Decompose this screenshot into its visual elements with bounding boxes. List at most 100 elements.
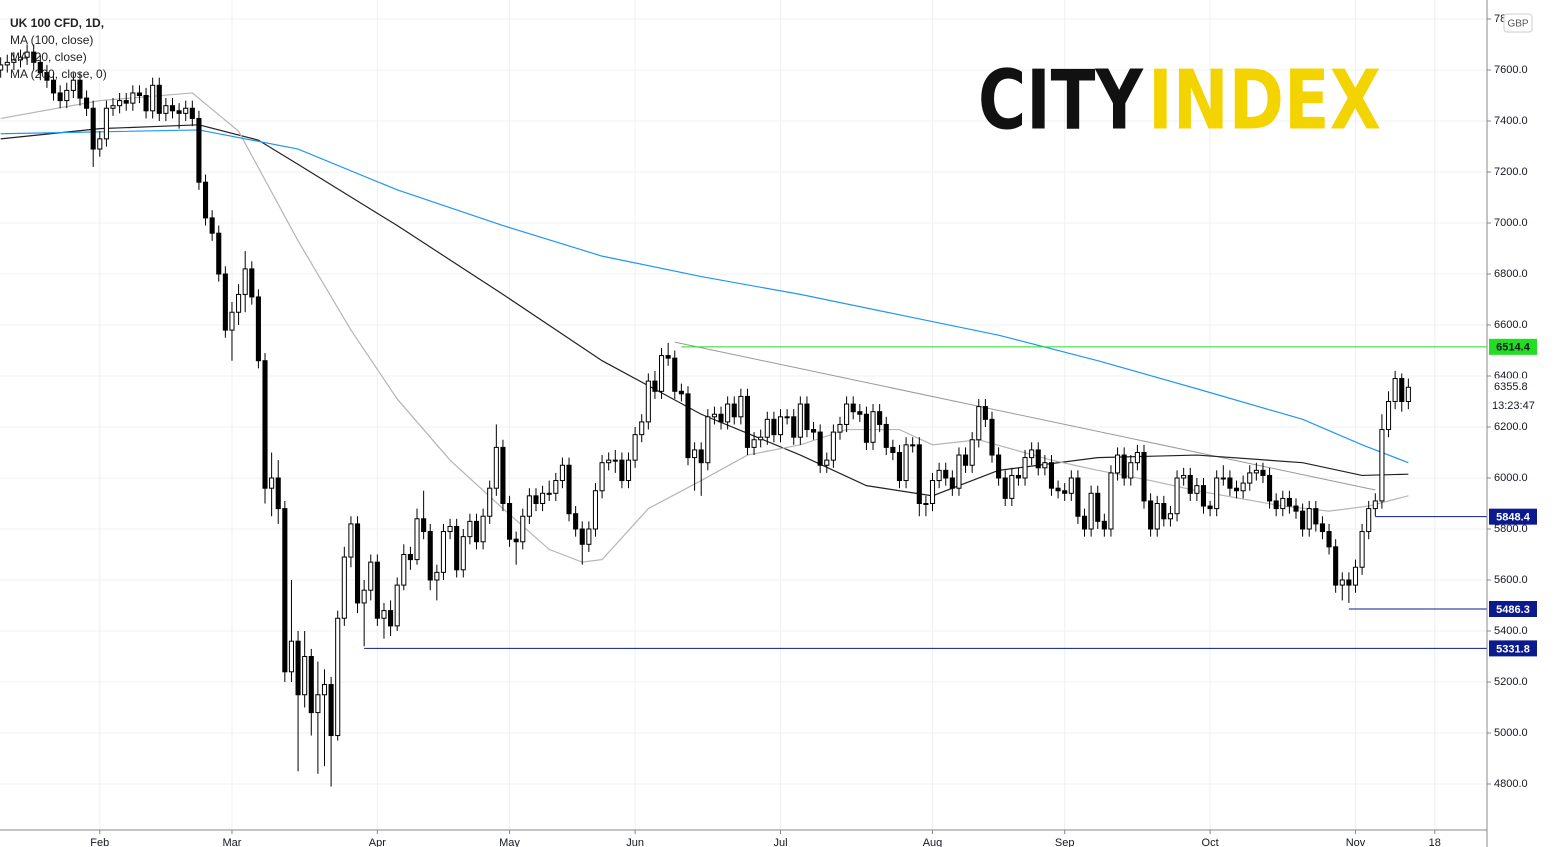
x-tick-label: May: [499, 837, 520, 847]
candle-body: [546, 492, 552, 495]
candle-body: [1134, 451, 1140, 464]
level-label-bg: [1489, 600, 1537, 617]
candle-body: [467, 520, 473, 538]
candle-body: [903, 444, 909, 482]
candle-body: [156, 84, 162, 114]
trendline: [674, 341, 1376, 491]
candle-body: [57, 92, 63, 102]
x-tick-label: Aug: [923, 837, 943, 847]
candle-body: [1366, 508, 1372, 533]
candle-body: [11, 59, 17, 63]
y-tick-label: 7400.0: [1494, 115, 1528, 127]
candle-body: [407, 553, 413, 561]
candle-body: [169, 105, 176, 112]
candle-body: [936, 469, 942, 482]
level-label: 5848.4: [1496, 512, 1531, 524]
candle-body: [4, 61, 10, 66]
candle-body: [1220, 477, 1226, 480]
candle-body: [1253, 469, 1259, 474]
candle-body: [473, 520, 480, 543]
candle-body: [401, 553, 407, 586]
x-tick-label: Sep: [1055, 837, 1075, 847]
candle-body: [50, 79, 57, 94]
candle-body: [718, 413, 724, 423]
candle-body: [24, 51, 30, 58]
candle-body: [857, 411, 863, 415]
candle-body: [1022, 457, 1028, 479]
candle-body: [685, 393, 691, 459]
countdown: 13:23:47: [1492, 400, 1535, 412]
y-tick-label: 5400.0: [1494, 625, 1528, 637]
candle-body: [982, 406, 988, 420]
candle-body: [37, 61, 43, 74]
y-tick-label: 5000.0: [1494, 727, 1528, 739]
candle-body: [421, 518, 427, 533]
candle-body: [454, 525, 460, 571]
y-tick-label: 6200.0: [1494, 421, 1528, 433]
candle-body: [500, 446, 506, 504]
candle-body: [725, 403, 731, 423]
candle-body: [269, 477, 275, 489]
candle-body: [1306, 508, 1312, 530]
candle-body: [989, 418, 995, 456]
candle-body: [64, 89, 70, 102]
currency: GBP: [1507, 19, 1528, 30]
candle-body: [1372, 500, 1378, 510]
candle-body: [1161, 502, 1167, 520]
candle-body: [916, 444, 922, 504]
candle-body: [1015, 474, 1021, 479]
candle-body: [863, 413, 869, 443]
candle-body: [1141, 451, 1147, 502]
candle-body: [1200, 485, 1207, 507]
currency-bg: [1503, 13, 1533, 33]
candle-body: [315, 694, 321, 714]
y-tick-label: 5600.0: [1494, 574, 1528, 586]
candle-body: [150, 84, 156, 112]
candle-body: [1214, 477, 1220, 510]
candle-body: [1095, 492, 1101, 522]
candle-body: [183, 107, 189, 114]
candle-body: [44, 72, 50, 81]
candle-body: [1181, 474, 1187, 479]
candle-body: [751, 439, 757, 448]
candle-body: [540, 492, 546, 504]
x-tick-label: Feb: [90, 837, 109, 847]
legend-entry: UK 100 CFD, 1D,: [10, 16, 104, 30]
candle-body: [639, 421, 645, 436]
candle-body: [341, 556, 347, 619]
candle-body: [1101, 520, 1107, 530]
candle-body: [526, 495, 532, 517]
candle-body: [553, 480, 559, 494]
y-tick-label: 6800.0: [1494, 268, 1528, 280]
candle-body: [1300, 510, 1306, 530]
candle-body: [1385, 400, 1392, 431]
candle-body: [1286, 497, 1292, 507]
candle-body: [123, 100, 129, 104]
candle-body: [963, 454, 969, 466]
candle-body: [797, 403, 803, 438]
candle-body: [487, 487, 493, 517]
candle-body: [592, 490, 599, 530]
candle-body: [844, 403, 850, 425]
candle-body: [77, 79, 83, 99]
candle-body: [711, 413, 717, 418]
candle-body: [275, 477, 281, 510]
candle-body: [368, 561, 374, 591]
candle-body: [784, 416, 790, 419]
candle-body: [236, 293, 242, 313]
candle-body: [1233, 487, 1240, 492]
candle-body: [354, 523, 361, 604]
x-tick-label: Apr: [369, 837, 386, 847]
x-tick-label: 18: [1429, 837, 1441, 847]
y-tick-label: 4800.0: [1494, 778, 1528, 790]
candle-body: [830, 431, 836, 461]
candle-body: [692, 449, 698, 459]
candle-body: [1333, 546, 1339, 586]
candle-body: [811, 429, 817, 433]
candle-body: [1035, 449, 1041, 469]
candle-body: [956, 454, 962, 489]
candle-body: [328, 684, 334, 737]
candle-body: [969, 439, 975, 466]
